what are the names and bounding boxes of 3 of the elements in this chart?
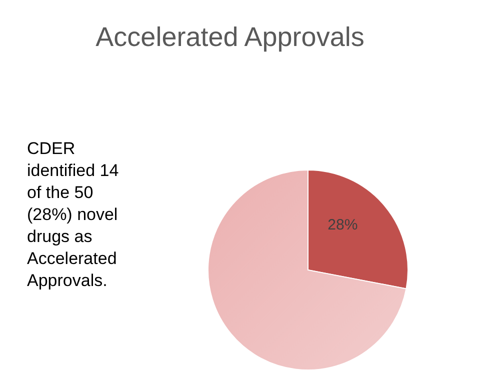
text: CDER identified 14 of the 50 (28%) novel drugs as Accelerated Approvals. <box>27 139 119 290</box>
chart-title: Accelerated Approvals <box>96 22 364 52</box>
data-label: 28% <box>328 216 358 234</box>
